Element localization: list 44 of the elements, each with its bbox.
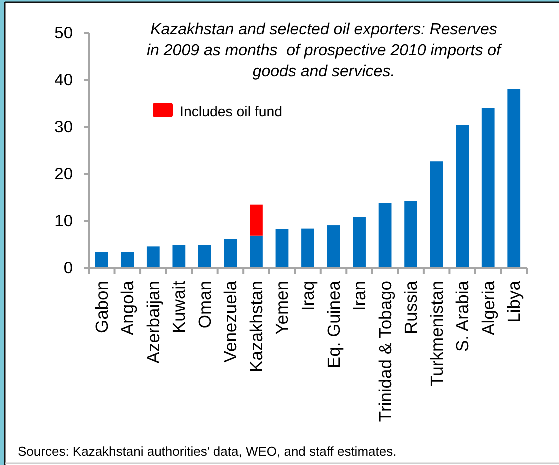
bar — [146, 246, 160, 268]
y-tick-label: 0 — [64, 259, 73, 278]
y-tick-label: 40 — [54, 71, 73, 90]
y-tick-label: 10 — [54, 212, 73, 230]
bar — [482, 108, 495, 268]
bar — [508, 89, 521, 268]
bar — [404, 201, 418, 268]
x-tick-label: Venezuela — [220, 280, 241, 363]
x-tick-label: Turkmenistan — [426, 281, 447, 386]
y-tick-label: 50 — [54, 24, 73, 42]
bar — [276, 229, 289, 268]
x-tick-label: Algeria — [478, 280, 498, 336]
x-tick-label: Azerbaijan — [143, 281, 164, 364]
x-tick-label: Kazakhstan — [246, 281, 266, 372]
x-tick-label: Iran — [350, 281, 370, 312]
x-tick-label: Angola — [118, 280, 138, 336]
y-tick-label: 30 — [54, 118, 73, 136]
text: Kazakhstan and selected oil exporters: Reserves in 2009 as months of prospective 2010 imports of goods and services. — [147, 21, 503, 81]
x-tick-label: Oman — [194, 281, 215, 329]
x-tick-label: Trinidad & Tobago — [375, 281, 396, 422]
y-tick-label: 20 — [54, 165, 73, 184]
bar — [430, 162, 444, 268]
x-tick-label: Russia — [401, 280, 422, 334]
legend-label: Includes oil fund — [180, 104, 283, 120]
x-tick-label: Eq. Guinea — [324, 280, 344, 369]
x-tick-label: S. Arabia — [452, 280, 473, 352]
source-note: Sources: Kazakhstani authorities' data, WEO, and staff estimates. — [18, 444, 397, 459]
bar — [456, 125, 470, 268]
x-tick-label: Gabon — [92, 281, 112, 334]
bar — [302, 228, 314, 268]
bar — [353, 217, 366, 268]
x-tick-label: Kuwait — [169, 280, 190, 334]
bar — [224, 239, 238, 268]
bar — [327, 226, 340, 268]
x-tick-label: Yemen — [272, 281, 292, 335]
x-tick-label: Iraq — [298, 281, 318, 312]
bar — [378, 203, 392, 268]
bar — [172, 245, 186, 268]
bar — [95, 252, 108, 268]
bar — [250, 204, 263, 236]
bar — [121, 252, 134, 268]
x-tick-label: Libya — [504, 280, 524, 323]
bar — [250, 236, 263, 268]
bar — [198, 245, 212, 268]
